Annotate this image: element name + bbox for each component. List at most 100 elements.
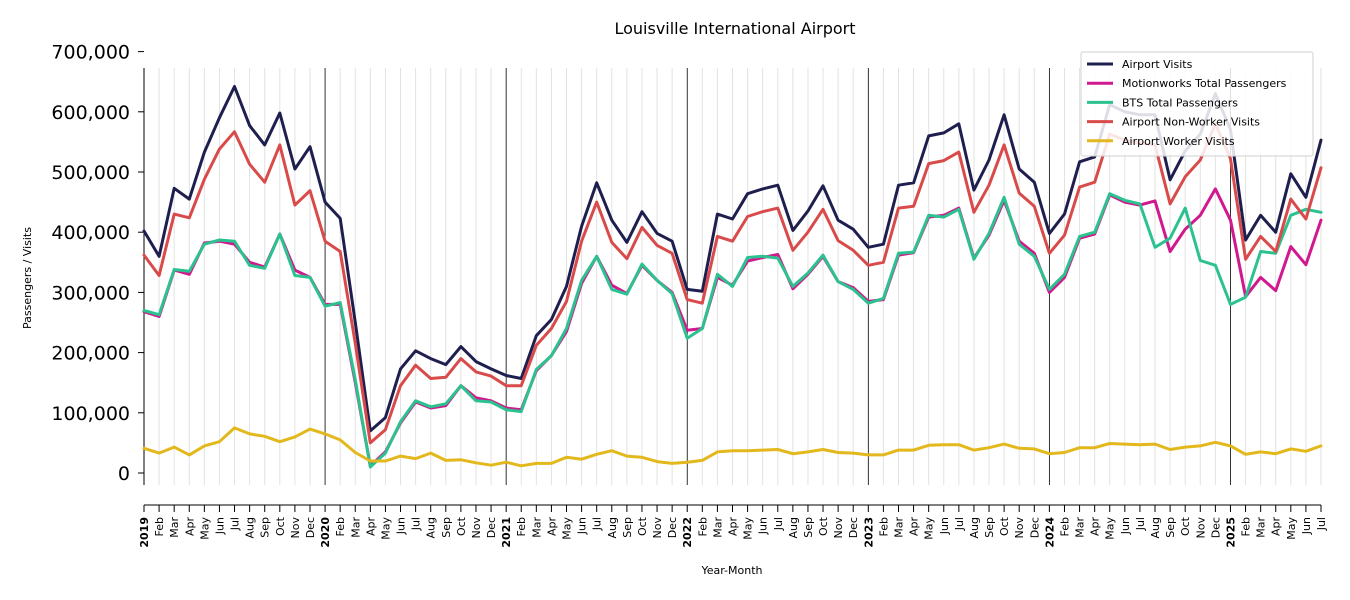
y-tick-label: 600,000 [51, 102, 130, 124]
x-tick-label-year: 2023 [862, 517, 875, 548]
x-tick-label: Jul [591, 517, 604, 531]
x-tick-label: May [1104, 517, 1117, 540]
series-line-bts-total-passengers [142, 192, 1323, 469]
x-tick-label: Nov [1194, 517, 1207, 539]
x-tick-label: Feb [877, 517, 890, 536]
x-tick-label: Jun [1119, 517, 1132, 535]
x-tick-label: May [198, 517, 211, 540]
x-tick-label: Jun [213, 517, 226, 535]
legend-label: Airport Visits [1122, 58, 1193, 71]
x-tick-label: Oct [1179, 516, 1192, 536]
x-tick-label: Jun [757, 517, 770, 535]
x-tick-label: Nov [289, 517, 302, 539]
x-tick-label: May [742, 517, 755, 540]
x-tick-label: Jul [229, 517, 242, 531]
x-tick-label: Dec [847, 517, 860, 538]
x-tick-label: Oct [455, 516, 468, 536]
y-tick-label: 500,000 [51, 162, 130, 184]
x-tick-label: May [561, 517, 574, 540]
x-tick-label: Jun [395, 517, 408, 535]
x-tick-label: Feb [153, 517, 166, 536]
x-tick-label: May [923, 517, 936, 540]
y-tick-label: 400,000 [51, 222, 130, 244]
x-tick-label: Jul [1134, 517, 1147, 531]
x-tick-label: Dec [485, 517, 498, 538]
x-axis-label: Year-Month [700, 564, 762, 577]
x-tick-label: May [379, 517, 392, 540]
x-tick-label: Jun [938, 517, 951, 535]
x-tick-label: Dec [304, 517, 317, 538]
x-tick-label: Feb [334, 517, 347, 536]
x-tick-label: Feb [515, 517, 528, 536]
y-tick-label: 300,000 [51, 282, 130, 304]
x-tick-label: Mar [711, 517, 724, 538]
x-tick-label: Sep [802, 517, 815, 538]
legend-box [1080, 51, 1314, 157]
x-axis: 2019 Feb Mar Apr May Jun Jul Aug Sep Oct Nov Dec 202… [138, 504, 1328, 548]
x-tick-label: Apr [364, 517, 377, 537]
x-tick-label: Apr [1270, 517, 1283, 537]
x-tick-label: Aug [606, 517, 619, 538]
x-tick-label: Sep [1164, 517, 1177, 538]
x-tick-label: Mar [1255, 517, 1268, 538]
x-tick-label-year: 2019 [138, 517, 151, 548]
x-tick-label: Aug [787, 517, 800, 538]
x-tick-label: Apr [183, 517, 196, 537]
legend: Airport Visits Motionworks Total Passenge… [1080, 51, 1314, 157]
x-tick-label: Sep [440, 517, 453, 538]
x-tick-label: Jun [576, 517, 589, 535]
x-tick-label: Apr [545, 517, 558, 537]
x-tick-label: Sep [259, 517, 272, 538]
x-tick-label-year: 2020 [319, 517, 332, 548]
x-tick-label: Mar [530, 517, 543, 538]
x-tick-label: Apr [908, 517, 921, 537]
x-tick-label-year: 2024 [1043, 517, 1056, 548]
x-tick-label: Aug [1149, 517, 1162, 538]
x-tick-label: Nov [1013, 517, 1026, 539]
x-tick-label: Mar [892, 517, 905, 538]
y-axis: 0 100,000 200,000 300,000 400,000 500,000 600,… [51, 42, 145, 485]
x-tick-label: Mar [168, 517, 181, 538]
legend-label: BTS Total Passengers [1122, 96, 1238, 109]
x-tick-label: Oct [636, 516, 649, 536]
x-tick-label: Dec [666, 517, 679, 538]
x-tick-label: Aug [425, 517, 438, 538]
x-tick-label: Jul [1315, 517, 1328, 531]
x-tick-label-year: 2025 [1224, 517, 1237, 548]
legend-label: Motionworks Total Passengers [1122, 77, 1287, 90]
x-tick-label: Mar [1074, 517, 1087, 538]
x-tick-label: Oct [998, 516, 1011, 536]
x-tick-label: Feb [1058, 517, 1071, 536]
x-tick-label: Jul [953, 517, 966, 531]
x-tick-label: Apr [1089, 517, 1102, 537]
x-tick-label: Nov [651, 517, 664, 539]
x-tick-label: Feb [1240, 517, 1253, 536]
x-tick-label: Oct [817, 516, 830, 536]
x-tick-label: Aug [244, 517, 257, 538]
y-tick-label: 0 [118, 463, 130, 485]
x-tick-label: Aug [968, 517, 981, 538]
x-tick-label: Dec [1028, 517, 1041, 538]
chart-title: Louisville International Airport [614, 19, 855, 38]
y-tick-label: 200,000 [51, 343, 130, 365]
x-tick-label: Oct [274, 516, 287, 536]
x-tick-label: Sep [983, 517, 996, 538]
y-tick-label: 700,000 [51, 42, 130, 64]
y-axis-label: Passengers / Visits [21, 227, 34, 329]
series-line-airport-worker-visits [142, 426, 1323, 468]
x-tick-label: Nov [470, 517, 483, 539]
x-tick-label-year: 2021 [500, 517, 513, 548]
x-tick-label: Jul [410, 517, 423, 531]
legend-label: Airport Non-Worker Visits [1122, 116, 1260, 129]
x-tick-label: Sep [621, 517, 634, 538]
x-tick-label-year: 2022 [681, 517, 694, 548]
x-tick-label: Mar [349, 517, 362, 538]
y-tick-label: 100,000 [51, 403, 130, 425]
x-tick-label: May [1285, 517, 1298, 540]
x-tick-label: Dec [1209, 517, 1222, 538]
x-tick-label: Feb [696, 517, 709, 536]
x-tick-label: Jul [772, 517, 785, 531]
x-tick-label: Jun [1300, 517, 1313, 535]
legend-label: Airport Worker Visits [1122, 135, 1235, 148]
